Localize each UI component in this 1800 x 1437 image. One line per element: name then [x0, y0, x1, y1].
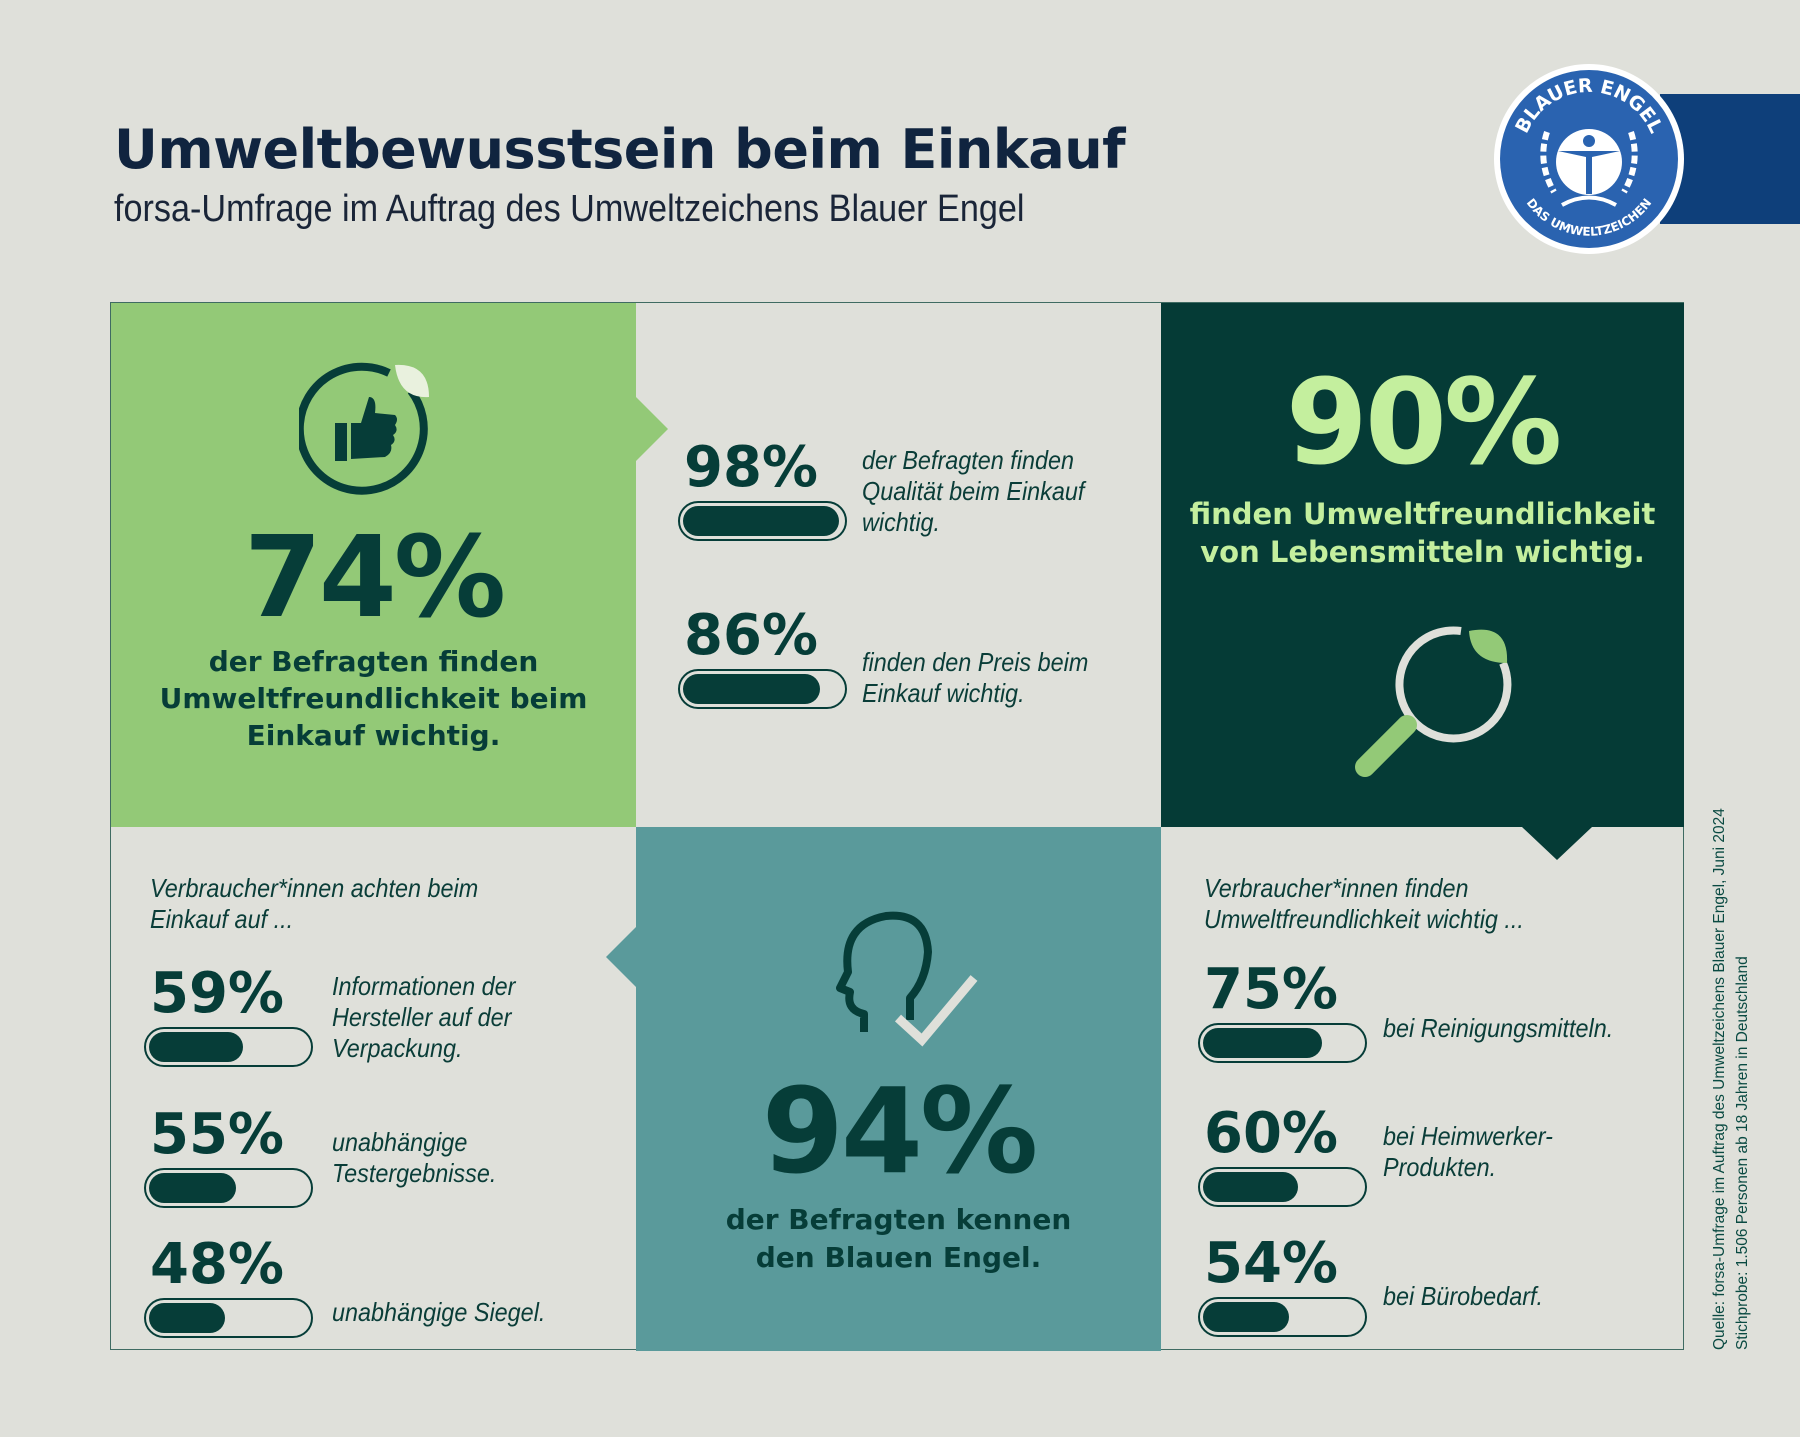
- progress-bar: [144, 1168, 313, 1208]
- blauer-engel-logo: BLAUER ENGEL DAS UMWELTZEICHEN: [1494, 64, 1684, 254]
- stat-value: 59%: [150, 961, 285, 1026]
- progress-bar: [144, 1027, 313, 1067]
- stat-90-text: finden Umweltfreundlichkeit von Lebensmi…: [1189, 497, 1656, 569]
- stat-text: bei Bürobedarf.: [1383, 1281, 1544, 1311]
- progress-fill: [149, 1173, 237, 1203]
- stat-value: 75%: [1204, 957, 1339, 1022]
- progress-fill: [1203, 1172, 1299, 1202]
- thumbs-up-leaf-icon: [299, 362, 429, 495]
- stat-74-text: der Befragten finden Umweltfreundlichkei…: [159, 645, 588, 752]
- stat-text: der Befragten finden Qualität beim Einka…: [862, 445, 1085, 537]
- stat-text: Informationen der Hersteller auf der Ver…: [332, 971, 516, 1063]
- progress-bar: [144, 1298, 313, 1338]
- stat-value: 60%: [1204, 1101, 1339, 1166]
- stat-value: 55%: [150, 1102, 285, 1167]
- progress-bar: [678, 501, 847, 541]
- stat-94-value: 94%: [761, 1062, 1038, 1200]
- panel-94: 94% der Befragten kennen den Blauen Enge…: [636, 827, 1161, 1351]
- panel-74: 74% der Befragten finden Umweltfreundlic…: [111, 303, 636, 827]
- page-title: Umweltbewusstsein beim Einkauf: [114, 118, 1126, 181]
- magnifier-leaf-icon: [1355, 626, 1512, 777]
- progress-fill: [1203, 1028, 1323, 1058]
- progress-fill: [1203, 1302, 1289, 1332]
- progress-fill: [683, 674, 820, 704]
- pointer-down: [1522, 827, 1592, 860]
- stat-text: bei Reinigungsmitteln.: [1383, 1013, 1614, 1043]
- progress-fill: [683, 506, 839, 536]
- stat-90-value: 90%: [1285, 353, 1562, 491]
- stat-text: unabhängige Testergebnisse.: [332, 1127, 497, 1188]
- progress-bar: [1198, 1297, 1367, 1337]
- panel-90: 90% finden Umweltfreundlichkeit von Lebe…: [1161, 303, 1684, 827]
- progress-bar: [678, 669, 847, 709]
- stat-value: 48%: [150, 1232, 285, 1297]
- progress-fill: [149, 1032, 243, 1062]
- stat-94-text: der Befragten kennen den Blauen Engel.: [725, 1203, 1072, 1274]
- progress-fill: [149, 1303, 226, 1333]
- stat-text: bei Heimwerker- Produkten.: [1383, 1121, 1553, 1182]
- stat-text: finden den Preis beim Einkauf wichtig.: [862, 647, 1089, 708]
- panel-products: Verbraucher*innen finden Umweltfreundlic…: [1161, 827, 1684, 1351]
- panel-attention: Verbraucher*innen achten beim Einkauf au…: [111, 827, 636, 1351]
- pointer-left: [606, 925, 638, 989]
- stat-text: unabhängige Siegel.: [332, 1297, 546, 1327]
- panel-quality-price: 98% der Befragten finden Qualität beim Ei…: [636, 303, 1161, 827]
- pointer-right: [636, 397, 668, 461]
- sample-line: Stichprobe: 1.506 Personen ab 18 Jahren …: [1734, 956, 1751, 1350]
- source-line: Quelle: forsa-Umfrage im Auftrag des Umw…: [1711, 808, 1728, 1350]
- stat-value: 86%: [684, 603, 819, 668]
- stat-value: 98%: [684, 435, 819, 500]
- attention-heading: Verbraucher*innen achten beim Einkauf au…: [150, 873, 479, 934]
- progress-bar: [1198, 1023, 1367, 1063]
- page-subtitle: forsa-Umfrage im Auftrag des Umweltzeich…: [114, 188, 1025, 230]
- head-check-icon: [836, 911, 978, 1047]
- infographic-grid: 74% der Befragten finden Umweltfreundlic…: [110, 302, 1684, 1351]
- products-heading: Verbraucher*innen finden Umweltfreundlic…: [1204, 873, 1524, 934]
- progress-bar: [1198, 1167, 1367, 1207]
- stat-74-value: 74%: [243, 513, 506, 643]
- source-note: Quelle: forsa-Umfrage im Auftrag des Umw…: [1708, 808, 1754, 1350]
- stat-value: 54%: [1204, 1231, 1339, 1296]
